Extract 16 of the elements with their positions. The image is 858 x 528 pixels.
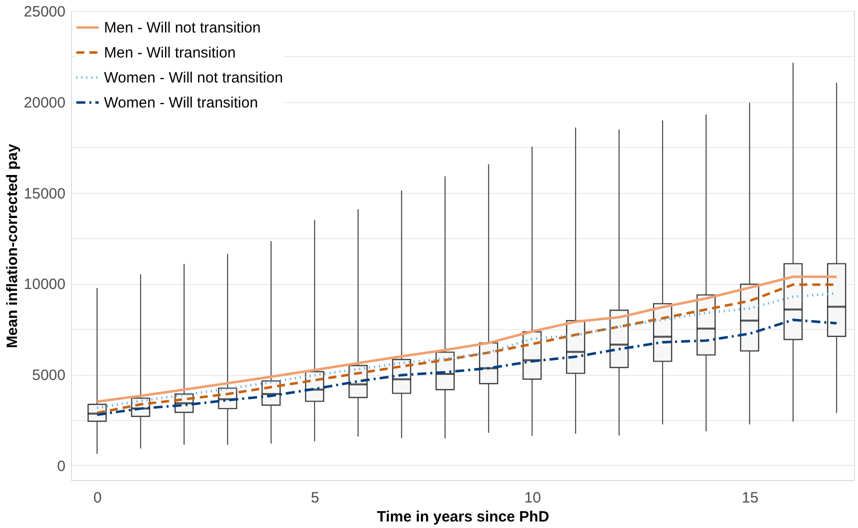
- legend-label: Men - Will not transition: [104, 20, 261, 36]
- legend-label: Women - Will transition: [104, 94, 258, 112]
- x-tick-label: 10: [524, 490, 541, 506]
- x-tick-label: 5: [310, 490, 320, 506]
- y-tick-label: 0: [57, 458, 66, 475]
- legend-label: Men - Will transition: [104, 44, 236, 62]
- y-axis-title: Mean inflation-corrected pay: [4, 143, 21, 348]
- x-tick-label: 0: [93, 490, 102, 506]
- y-tick-label: 20000: [24, 94, 66, 112]
- y-tick-label: 5000: [32, 367, 66, 384]
- y-tick-label: 25000: [24, 4, 66, 20]
- x-axis-title: Time in years since PhD: [376, 508, 550, 526]
- legend-label: Women - Will not transition: [104, 70, 283, 86]
- y-tick-label: 15000: [24, 185, 66, 202]
- y-tick-label: 10000: [24, 276, 66, 294]
- x-tick-label: 15: [742, 490, 758, 506]
